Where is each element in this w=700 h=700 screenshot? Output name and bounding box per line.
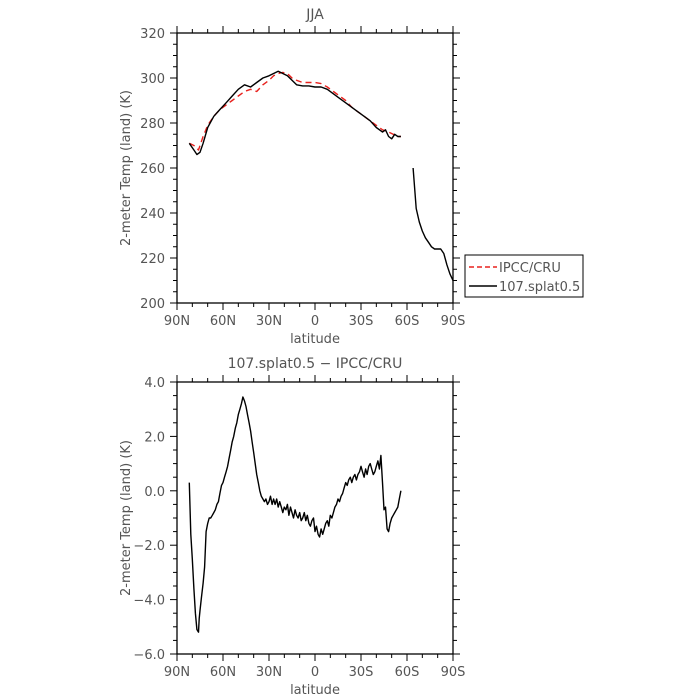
x-tick-label: 30S xyxy=(349,314,374,329)
x-axis-label: latitude xyxy=(290,332,340,347)
y-tick-label: 0.0 xyxy=(144,485,165,500)
x-tick-label: 0 xyxy=(311,665,319,680)
legend-entry: 107.splat0.5 xyxy=(499,280,580,295)
y-tick-label: −6.0 xyxy=(133,648,165,663)
y-tick-label: −2.0 xyxy=(133,539,165,554)
legend-box xyxy=(464,254,584,298)
top-panel: JJA 90N 60N 30N 0 30S 60S 90S 200 220 240 260 280 300… xyxy=(119,7,584,347)
x-tick-label: 90N xyxy=(164,314,190,329)
legend-entry: IPCC/CRU xyxy=(499,261,561,276)
chart-title: JJA xyxy=(305,7,324,23)
plot-frame xyxy=(176,32,454,304)
x-tick-label: 90S xyxy=(441,665,466,680)
y-tick-label: 300 xyxy=(140,72,165,87)
series-line-1 xyxy=(188,70,401,156)
plot-frame xyxy=(176,381,454,655)
series-line-0 xyxy=(188,396,402,633)
chart-title: 107.splat0.5 − IPCC/CRU xyxy=(228,356,403,372)
y-tick-label: 280 xyxy=(140,117,165,132)
y-tick-label: 260 xyxy=(140,162,165,177)
y-tick-label: 4.0 xyxy=(144,376,165,391)
x-tick-label: 60N xyxy=(210,314,236,329)
y-tick-label: 240 xyxy=(140,207,165,222)
x-tick-label: 90S xyxy=(441,314,466,329)
y-tick-label: 2.0 xyxy=(144,430,165,445)
x-tick-label: 60S xyxy=(395,314,420,329)
x-axis-label: latitude xyxy=(290,683,340,698)
x-tick-label: 90N xyxy=(164,665,190,680)
y-tick-label: −4.0 xyxy=(133,594,165,609)
y-tick-label: 320 xyxy=(140,27,165,42)
y-tick-label: 200 xyxy=(140,297,165,312)
x-tick-label: 60S xyxy=(395,665,420,680)
bottom-panel: 107.splat0.5 − IPCC/CRU 90N 60N 30N 0 30S 60S 9… xyxy=(119,356,465,698)
x-tick-label: 30N xyxy=(256,314,282,329)
x-tick-label: 0 xyxy=(311,314,319,329)
y-axis-label: 2-meter Temp (land) (K) xyxy=(119,90,134,246)
x-tick-label: 30S xyxy=(349,665,374,680)
x-tick-label: 30N xyxy=(256,665,282,680)
y-tick-label: 220 xyxy=(140,252,165,267)
y-axis-label: 2-meter Temp (land) (K) xyxy=(119,440,134,596)
x-tick-label: 60N xyxy=(210,665,236,680)
series-line-1-segment-1 xyxy=(412,167,454,281)
